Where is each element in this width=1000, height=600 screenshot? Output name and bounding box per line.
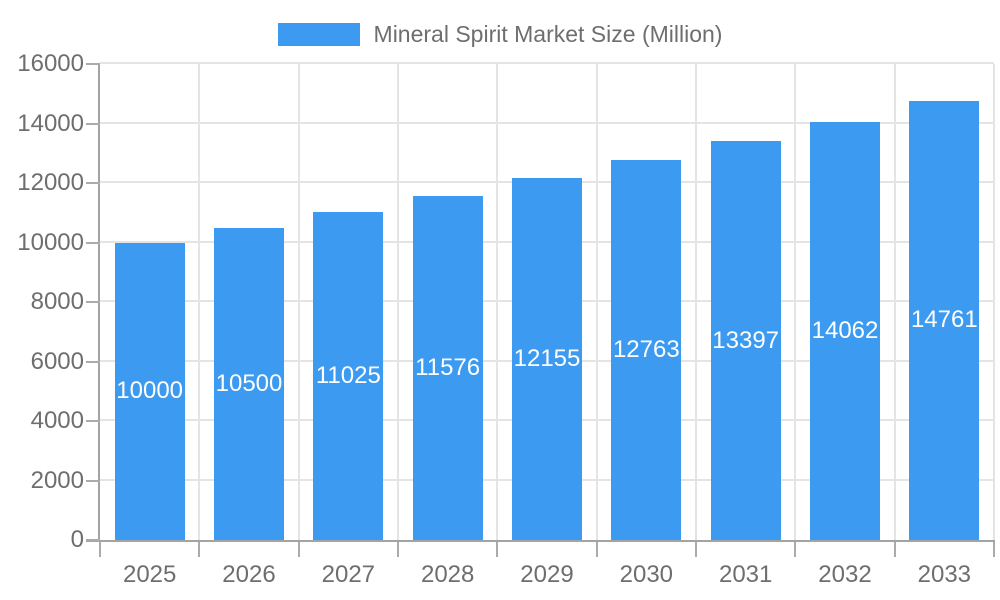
- vertical-gridline: [595, 64, 598, 540]
- bar-2029: 12155: [512, 178, 582, 540]
- bar-2027: 11025: [313, 212, 384, 540]
- bar-value-label: 14062: [811, 316, 879, 344]
- bar-2025: 10000: [114, 242, 185, 540]
- horizontal-gridline: [100, 121, 994, 124]
- bar-value-label: 10500: [215, 369, 283, 397]
- y-axis-tick: [86, 122, 100, 125]
- x-axis-tick: [993, 542, 995, 557]
- y-axis-label: 12000: [17, 169, 84, 196]
- y-axis-tick: [86, 63, 100, 65]
- vertical-gridline: [993, 64, 995, 540]
- y-axis-label: 6000: [30, 347, 84, 375]
- vertical-gridline: [794, 64, 797, 540]
- x-axis-label: 2033: [917, 561, 972, 588]
- vertical-gridline: [496, 64, 499, 540]
- vertical-gridline: [297, 64, 300, 540]
- plot-area: 10000 10500 11025 11576 12155 12763 13397 14062…: [100, 62, 995, 540]
- horizontal-gridline: [100, 62, 994, 64]
- x-axis-tick: [397, 542, 399, 557]
- x-axis-label: 2026: [222, 561, 276, 588]
- x-axis-label: 2032: [818, 561, 872, 588]
- x-axis-tick: [893, 542, 896, 557]
- x-axis-tick: [99, 542, 101, 557]
- bar-2026: 10500: [214, 227, 284, 540]
- x-axis-tick: [695, 542, 697, 557]
- x-axis-tick: [794, 542, 797, 557]
- y-axis-tick: [86, 420, 100, 422]
- vertical-gridline: [198, 64, 201, 540]
- vertical-gridline: [397, 64, 399, 540]
- bar-2028: 11576: [412, 195, 483, 540]
- x-axis-tick: [496, 542, 499, 557]
- bar-value-label: 14761: [910, 306, 978, 334]
- x-axis-label: 2031: [718, 561, 773, 588]
- x-axis-label: 2025: [122, 561, 177, 588]
- y-axis-label: 14000: [17, 109, 84, 137]
- x-axis-line: [86, 540, 995, 542]
- y-axis-label: 8000: [30, 288, 84, 315]
- y-axis-line: [98, 64, 100, 542]
- bar-value-label: 12155: [513, 345, 581, 373]
- y-axis-tick: [86, 241, 100, 244]
- x-axis-label: 2028: [420, 561, 475, 588]
- x-axis-tick: [297, 542, 300, 557]
- bar-value-label: 12763: [612, 336, 680, 364]
- x-axis-label: 2030: [619, 561, 674, 588]
- y-axis-label: 2000: [30, 466, 84, 494]
- y-axis-label: 10000: [17, 228, 84, 256]
- y-axis-tick: [86, 182, 100, 184]
- bar-value-label: 11576: [415, 353, 481, 381]
- bar-value-label: 11025: [315, 362, 381, 389]
- y-axis-label: 0: [70, 526, 84, 553]
- legend-label: Mineral Spirit Market Size (Million): [373, 21, 723, 47]
- bar-value-label: 13397: [712, 326, 780, 354]
- bar-2032: 14062: [810, 121, 880, 540]
- x-axis-label: 2029: [520, 561, 574, 588]
- bar-2033: 14761: [909, 100, 980, 540]
- bar-value-label: 10000: [116, 377, 184, 405]
- y-axis-tick: [86, 301, 100, 303]
- y-axis-label: 16000: [17, 50, 84, 77]
- vertical-gridline: [695, 64, 697, 540]
- x-axis-tick: [198, 542, 201, 557]
- y-axis-tick: [86, 479, 100, 482]
- vertical-gridline: [893, 64, 896, 540]
- legend-swatch-icon: [277, 23, 360, 46]
- x-axis-label: 2027: [321, 561, 376, 588]
- bar-2031: 13397: [710, 141, 781, 540]
- chart-legend[interactable]: Mineral Spirit Market Size (Million): [0, 21, 1000, 48]
- y-axis-tick: [86, 360, 100, 363]
- y-axis-tick: [86, 539, 100, 541]
- x-axis-tick: [595, 542, 598, 557]
- bar-2030: 12763: [611, 160, 682, 540]
- y-axis-label: 4000: [30, 407, 84, 434]
